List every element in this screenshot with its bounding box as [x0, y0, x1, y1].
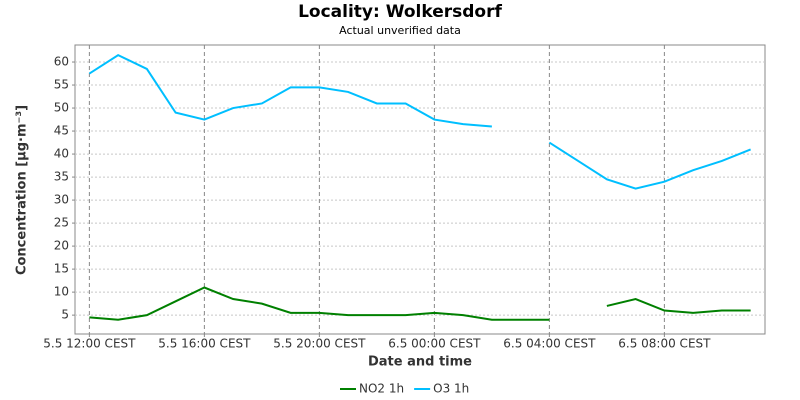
x-axis-label: Date and time — [368, 355, 472, 370]
x-tick-label: 6.5 08:00 CEST — [618, 337, 711, 351]
series-line — [88, 53, 751, 190]
y-axis-label: Concentration [µg·m⁻³] — [15, 105, 30, 275]
legend-label: O3 1h — [433, 382, 469, 396]
chart-subtitle: Actual unverified data — [339, 24, 461, 37]
y-tick-label: 50 — [54, 101, 69, 115]
x-tick-label: 5.5 12:00 CEST — [43, 337, 136, 351]
plot-area — [74, 44, 766, 335]
y-tick-label: 20 — [54, 239, 69, 253]
x-tick-label: 5.5 16:00 CEST — [158, 337, 251, 351]
x-tick-label: 5.5 20:00 CEST — [273, 337, 366, 351]
x-tick-label: 6.5 00:00 CEST — [388, 337, 481, 351]
y-tick-label: 25 — [54, 216, 69, 230]
series-line — [89, 286, 751, 321]
y-tick-label: 40 — [54, 147, 69, 161]
legend-label: NO2 1h — [359, 382, 404, 396]
y-tick-label: 10 — [54, 285, 69, 299]
x-tick-label: 6.5 04:00 CEST — [503, 337, 596, 351]
y-tick-label: 45 — [54, 124, 69, 138]
chart-title: Locality: Wolkersdorf — [298, 2, 502, 22]
y-tick-label: 60 — [54, 55, 69, 69]
y-tick-label: 5 — [61, 308, 69, 322]
y-tick-label: 55 — [54, 78, 69, 92]
y-tick-label: 15 — [54, 262, 69, 276]
y-tick-label: 30 — [54, 193, 69, 207]
y-tick-label: 35 — [54, 170, 69, 184]
